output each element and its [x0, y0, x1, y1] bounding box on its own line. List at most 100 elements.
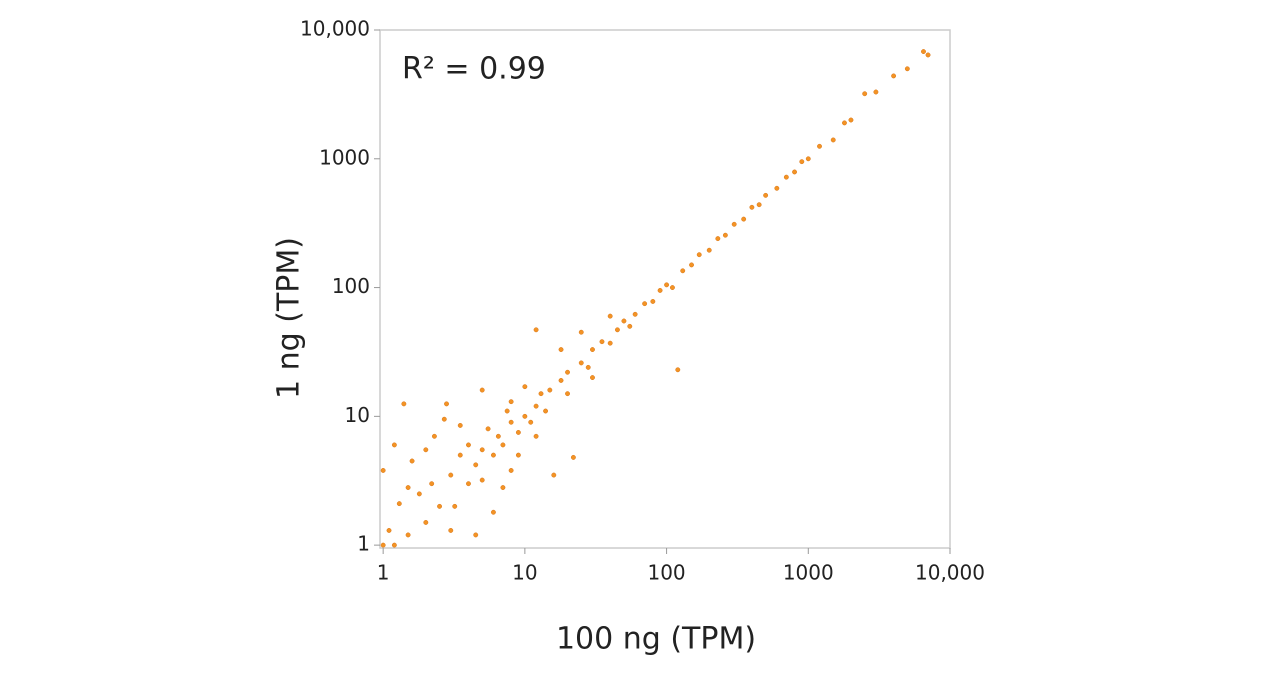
point — [457, 452, 463, 458]
point — [401, 401, 407, 407]
x-tick-label: 10,000 — [915, 561, 985, 585]
point — [578, 329, 584, 335]
point — [675, 367, 681, 373]
point — [533, 433, 539, 439]
point — [599, 339, 605, 345]
point — [423, 520, 429, 525]
point — [627, 323, 633, 329]
point — [715, 236, 721, 242]
point — [391, 442, 397, 448]
annotation: R² = 0.99 — [402, 52, 546, 87]
point — [657, 287, 663, 293]
y-tick-label: 100 — [332, 274, 370, 298]
x-tick-label: 100 — [647, 561, 685, 585]
point — [380, 468, 386, 473]
point — [508, 399, 514, 405]
point — [386, 528, 392, 533]
point — [741, 216, 747, 222]
point — [848, 117, 854, 123]
point — [466, 442, 471, 448]
point — [565, 391, 570, 397]
point — [547, 387, 553, 393]
point — [862, 91, 868, 97]
point — [533, 403, 539, 409]
point — [650, 299, 656, 304]
point — [466, 481, 471, 487]
point — [558, 347, 564, 353]
point — [508, 468, 514, 473]
point — [817, 143, 822, 149]
point — [473, 462, 479, 468]
point — [431, 433, 437, 439]
y-axis-label: 1 ng (TPM) — [272, 237, 307, 399]
point — [504, 408, 510, 414]
point — [490, 452, 496, 458]
point — [500, 442, 506, 448]
point — [551, 472, 557, 478]
point — [416, 491, 422, 497]
point — [479, 387, 485, 393]
point — [448, 472, 454, 478]
point — [444, 401, 449, 407]
point — [479, 477, 485, 483]
point — [441, 416, 447, 422]
point — [452, 503, 458, 509]
point — [570, 454, 576, 460]
point — [783, 174, 789, 180]
point — [522, 413, 528, 419]
point — [396, 501, 402, 507]
point — [607, 313, 613, 319]
point — [904, 66, 910, 72]
point — [664, 282, 670, 288]
point — [925, 52, 931, 58]
point — [409, 458, 415, 464]
point — [632, 311, 638, 317]
point — [891, 73, 897, 79]
y-tick-label: 1000 — [319, 145, 370, 169]
point — [621, 318, 627, 324]
point — [490, 509, 496, 515]
x-tick-label: 1000 — [783, 561, 834, 585]
point — [805, 156, 811, 162]
point — [479, 447, 485, 453]
point — [722, 232, 728, 238]
x-axis-label: 100 ng (TPM) — [556, 622, 756, 657]
point — [538, 391, 544, 397]
x-tick-label: 10 — [512, 561, 537, 585]
point — [405, 485, 411, 490]
point — [680, 268, 686, 274]
plot-frame — [379, 29, 951, 549]
point — [508, 419, 514, 425]
point — [585, 364, 591, 370]
point — [607, 340, 613, 346]
point — [578, 360, 584, 366]
point — [528, 419, 534, 425]
point — [614, 327, 620, 333]
point — [799, 159, 805, 165]
point — [921, 49, 926, 55]
point — [457, 422, 463, 428]
point — [473, 532, 479, 538]
y-tick-label: 1 — [357, 532, 370, 556]
point — [437, 503, 442, 509]
point — [515, 429, 521, 435]
point — [873, 89, 879, 95]
point — [429, 481, 435, 487]
point — [391, 542, 397, 548]
point — [696, 252, 702, 258]
point — [558, 377, 564, 383]
point — [448, 528, 454, 533]
point — [763, 192, 769, 198]
point — [380, 542, 386, 548]
point — [669, 285, 675, 291]
x-tick-label: 1 — [377, 561, 390, 585]
point — [842, 120, 847, 126]
point — [774, 185, 780, 191]
point — [500, 485, 506, 490]
point — [731, 221, 737, 227]
point — [689, 262, 694, 268]
point — [590, 375, 595, 381]
point — [405, 532, 411, 538]
point — [565, 369, 570, 375]
